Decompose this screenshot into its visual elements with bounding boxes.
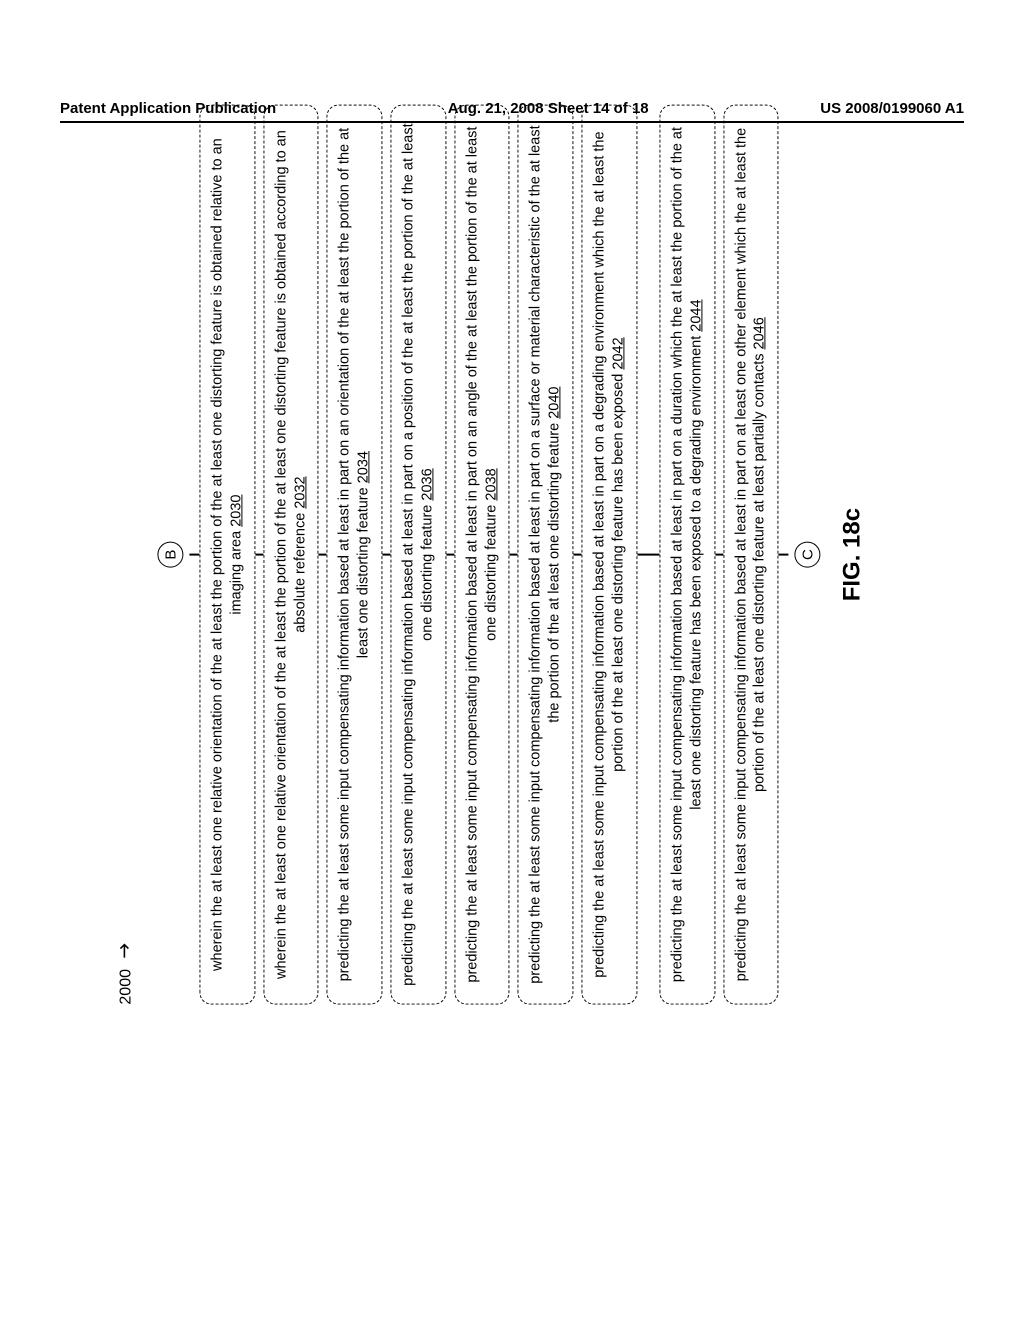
flow-box-text: wherein the at least one relative orient… xyxy=(273,130,308,979)
connector-c-label: C xyxy=(799,549,816,560)
figure-container: 2000 B wherein the at least one relative… xyxy=(157,95,866,1015)
flow-line xyxy=(319,554,327,556)
flow-box: predicting the at least some input compe… xyxy=(327,105,383,1005)
flow-box-text: predicting the at least some input compe… xyxy=(733,128,768,982)
flow-line xyxy=(779,554,789,556)
flow-box: predicting the at least some input compe… xyxy=(582,105,638,1005)
flow-line xyxy=(189,554,199,556)
flow-box: predicting the at least some input compe… xyxy=(390,105,446,1005)
flow-line xyxy=(255,554,263,556)
box-stack: wherein the at least one relative orient… xyxy=(199,95,778,1015)
flow-box: predicting the at least some input compe… xyxy=(454,105,510,1005)
flow-box: wherein the at least one relative orient… xyxy=(199,105,255,1005)
flow-line xyxy=(510,554,518,556)
flow-box-text: predicting the at least some input compe… xyxy=(592,131,627,977)
flow-box-text: wherein the at least one relative orient… xyxy=(209,138,244,971)
flow-line xyxy=(574,554,582,556)
flow-box-text: predicting the at least some input compe… xyxy=(337,128,372,982)
flow-line xyxy=(637,554,659,556)
arrow-icon xyxy=(117,941,135,959)
flow-box: wherein the at least one relative orient… xyxy=(263,105,319,1005)
flow-line xyxy=(715,554,723,556)
flow-box-text: predicting the at least some input compe… xyxy=(669,127,704,982)
flow-box-text: predicting the at least some input compe… xyxy=(400,123,435,985)
ref-number: 2042 xyxy=(610,337,626,369)
flow-box-text: predicting the at least some input compe… xyxy=(464,127,499,983)
flow-box: predicting the at least some input compe… xyxy=(518,105,574,1005)
ref-number: 2034 xyxy=(356,451,372,483)
connector-c: C xyxy=(795,542,821,568)
flow-line xyxy=(446,554,454,556)
flow-line xyxy=(382,554,390,556)
ref-number: 2046 xyxy=(752,317,768,349)
flow-box-text: predicting the at least some input compe… xyxy=(528,125,563,983)
ref-number: 2040 xyxy=(547,387,563,419)
connector-b: B xyxy=(157,542,183,568)
figure-number-text: 2000 xyxy=(117,969,134,1005)
figure-number: 2000 xyxy=(117,941,135,1005)
flow-box: predicting the at least some input compe… xyxy=(723,105,779,1005)
ref-number: 2032 xyxy=(292,476,308,508)
ref-number: 2036 xyxy=(419,468,435,500)
ref-number: 2044 xyxy=(688,299,704,331)
ref-number: 2038 xyxy=(483,468,499,500)
connector-b-label: B xyxy=(162,550,179,560)
ref-number: 2030 xyxy=(228,495,244,527)
figure-caption: FIG. 18c xyxy=(839,95,867,1015)
flow-box: predicting the at least some input compe… xyxy=(659,105,715,1005)
